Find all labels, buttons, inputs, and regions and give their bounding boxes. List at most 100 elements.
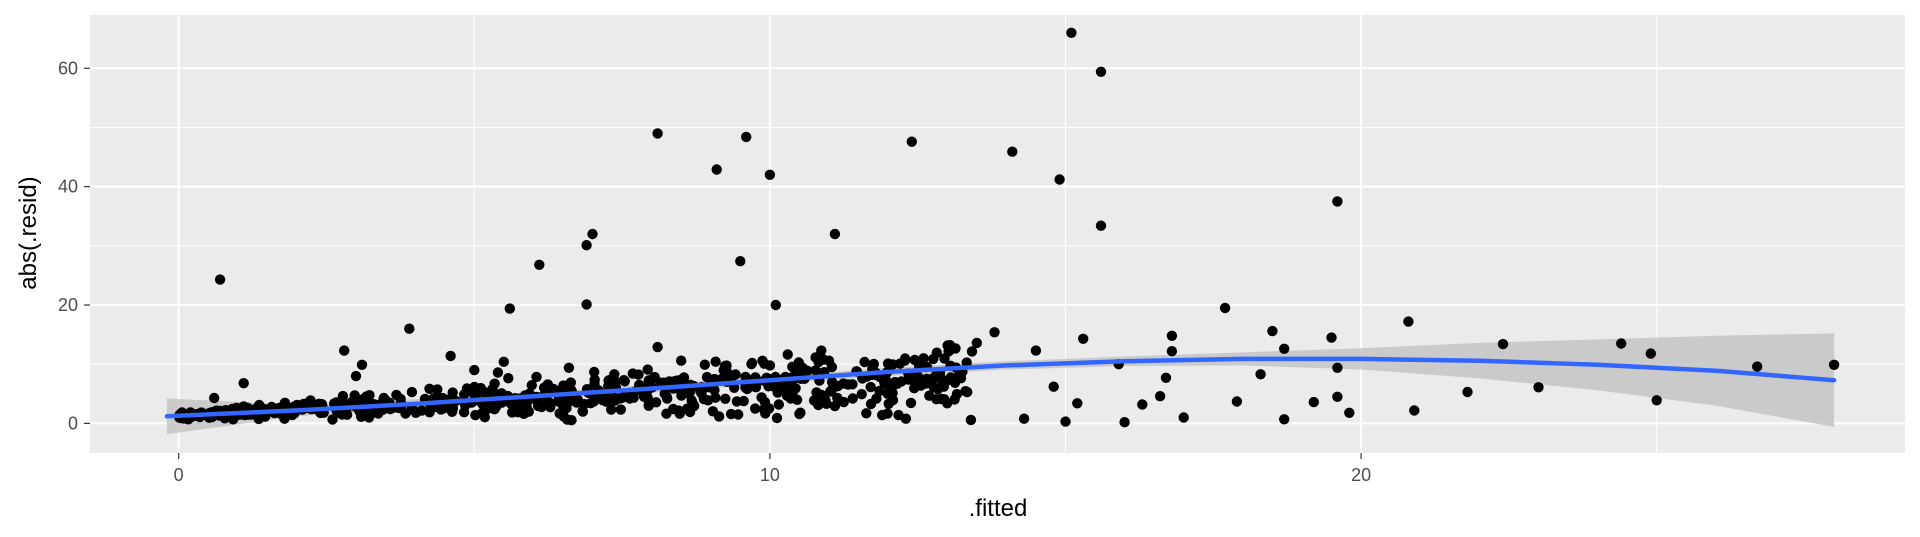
data-point [445,350,456,362]
data-point [790,383,801,394]
data-point [1166,330,1178,341]
data-point [652,341,663,353]
data-point [1403,316,1414,327]
data-point [1048,381,1059,392]
data-point [1178,412,1189,423]
data-point [1616,338,1627,349]
data-point [847,393,858,404]
data-point [971,337,982,349]
data-point [1326,332,1337,343]
data-point [642,364,653,375]
data-point [927,373,938,384]
data-point [947,343,959,354]
data-point [1066,27,1077,38]
data-point [1072,398,1083,409]
data-point [695,386,706,397]
data-point [710,356,721,367]
data-point [903,374,914,385]
data-point [1219,302,1231,314]
y-tick-label: 60 [58,58,78,78]
data-point [899,353,911,364]
data-point [823,355,835,366]
data-point [424,383,435,394]
data-point [1060,416,1071,427]
x-tick-label: 0 [174,465,184,485]
data-point [798,363,809,374]
data-point [652,128,663,139]
x-axis: 0 10 20 [174,453,1371,485]
data-point [1095,66,1107,78]
data-point [764,169,776,180]
data-point [1533,382,1544,393]
data-point [764,360,776,371]
data-point [587,228,598,240]
data-point [746,357,758,369]
data-point [771,412,783,424]
data-point [410,407,422,418]
data-point [812,353,823,364]
data-point [832,392,843,404]
data-point [339,345,350,356]
data-point [720,393,731,404]
y-axis-title: abs(.resid) [15,176,42,289]
data-point [676,355,687,366]
data-point [1166,346,1178,357]
data-point [558,380,569,391]
y-tick-label: 20 [58,295,78,315]
data-point [489,404,500,415]
data-point [627,368,638,379]
data-point [735,256,746,267]
data-point [615,404,626,415]
data-point [1409,405,1420,416]
data-point [588,396,600,407]
data-point [613,393,624,404]
data-point [1645,348,1657,359]
data-point [489,378,500,389]
data-point [711,164,722,175]
data-point [506,407,518,418]
data-point [989,327,1000,338]
data-point [1828,359,1840,370]
data-point [648,373,659,384]
data-point [877,409,888,421]
y-tick-label: 40 [58,177,78,197]
data-point [589,374,600,385]
data-point [794,408,805,420]
data-point [1119,417,1130,428]
data-point [558,411,569,422]
data-point [534,259,545,270]
data-point [938,381,949,392]
data-point [447,387,458,398]
data-point [477,407,488,418]
data-point [842,379,854,390]
major-gridlines [90,15,1905,453]
data-point [1160,372,1172,383]
x-tick-label: 10 [760,465,780,485]
x-axis-title: .fitted [969,495,1028,522]
data-point [759,396,771,408]
data-point [707,406,719,417]
data-point [861,408,872,419]
data-point [676,390,687,401]
data-point [859,356,870,368]
data-point [404,323,415,334]
data-point [1332,362,1343,373]
data-point [865,398,877,410]
data-point [1095,220,1107,231]
data-point [238,378,249,389]
data-point [531,371,542,383]
data-point [900,413,912,424]
data-point [905,397,917,409]
data-point [424,407,435,418]
data-point [772,387,783,398]
y-axis: 0 20 40 60 [58,58,90,433]
data-point [750,382,762,393]
data-point [1308,396,1320,408]
x-tick-label: 20 [1351,465,1371,485]
data-point [731,396,743,407]
data-point [918,353,929,364]
data-point [461,383,473,394]
data-point [966,346,978,357]
data-point [773,399,784,410]
data-point [816,345,827,356]
